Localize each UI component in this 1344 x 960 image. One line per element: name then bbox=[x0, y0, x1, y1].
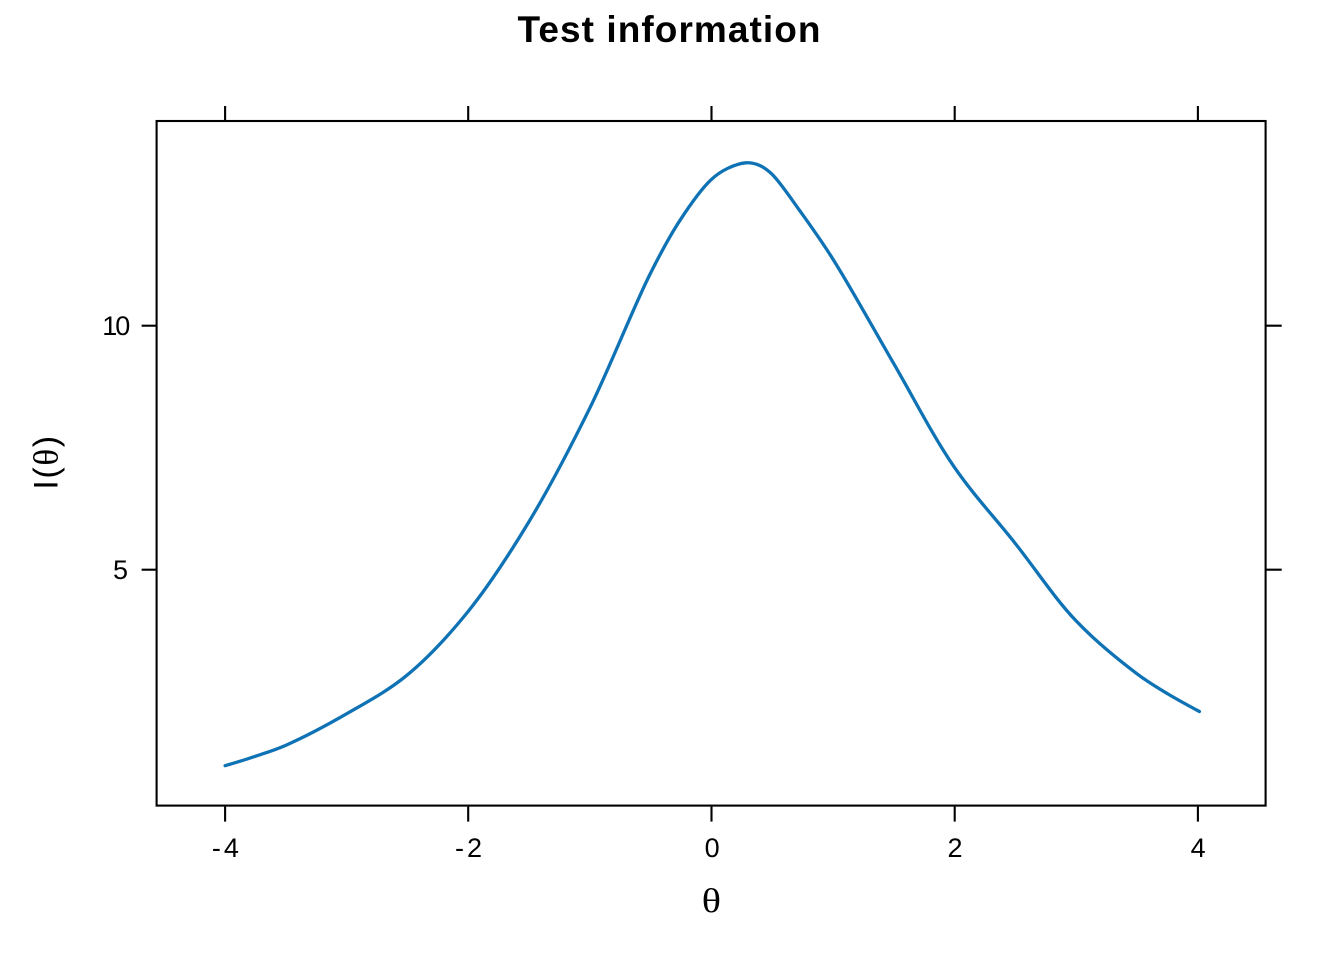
svg-text:-4: -4 bbox=[212, 833, 239, 863]
svg-text:4: 4 bbox=[1191, 833, 1206, 863]
svg-text:Test information: Test information bbox=[518, 9, 821, 50]
svg-text:θ: θ bbox=[702, 883, 721, 920]
svg-text:2: 2 bbox=[947, 833, 962, 863]
svg-text:10: 10 bbox=[102, 311, 130, 341]
svg-text:I(θ): I(θ) bbox=[27, 434, 66, 489]
svg-text:5: 5 bbox=[113, 555, 128, 585]
svg-text:0: 0 bbox=[705, 833, 720, 863]
svg-text:-2: -2 bbox=[455, 833, 482, 863]
